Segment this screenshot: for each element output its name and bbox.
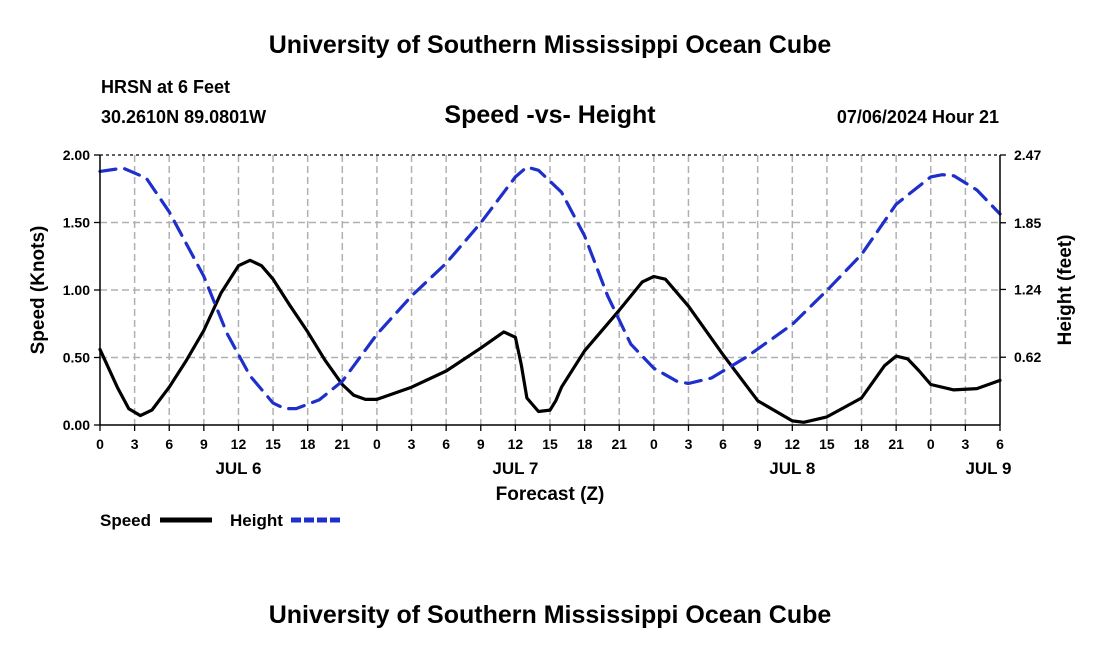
x-tick-label: 12 <box>231 436 247 452</box>
x-tick-label: 18 <box>854 436 870 452</box>
x-tick-label: 18 <box>300 436 316 452</box>
axes <box>94 154 1006 431</box>
x-tick-label: 6 <box>996 436 1004 452</box>
x-tick-label: 0 <box>373 436 381 452</box>
y-right-tick-label: 1.24 <box>1014 281 1041 297</box>
x-tick-label: 9 <box>477 436 485 452</box>
y-right-tick-label: 2.47 <box>1014 147 1041 163</box>
x-tick-label: 6 <box>719 436 727 452</box>
station-coordinates: 30.2610N 89.0801W <box>101 107 267 127</box>
x-tick-label: 3 <box>131 436 139 452</box>
legend-label-height: Height <box>230 511 283 530</box>
station-label: HRSN at 6 Feet <box>101 77 231 97</box>
series-line-speed <box>98 258 1002 424</box>
x-tick-label: 12 <box>785 436 801 452</box>
x-tick-label: 21 <box>335 436 351 452</box>
series-layer <box>98 165 1002 424</box>
forecast-datetime: 07/06/2024 Hour 21 <box>836 107 999 127</box>
x-day-label: JUL 6 <box>215 459 261 478</box>
y-axis-left-title: Speed (Knots) <box>28 226 49 355</box>
x-day-label: JUL 8 <box>769 459 815 478</box>
x-tick-label: 21 <box>611 436 627 452</box>
x-tick-label: 3 <box>961 436 969 452</box>
y-right-tick-label: 1.85 <box>1014 215 1041 231</box>
x-day-label: JUL 7 <box>492 459 538 478</box>
x-axis-title: Forecast (Z) <box>496 484 605 505</box>
x-tick-label: 0 <box>650 436 658 452</box>
x-day-label: JUL 9 <box>965 459 1011 478</box>
x-tick-label: 18 <box>577 436 593 452</box>
x-tick-label: 15 <box>542 436 558 452</box>
y-left-tick-label: 0.50 <box>63 350 90 366</box>
x-tick-label: 21 <box>888 436 904 452</box>
main-title: University of Southern Mississippi Ocean… <box>268 31 832 59</box>
x-tick-label: 12 <box>508 436 524 452</box>
y-right-tick-label: 0.62 <box>1014 349 1041 365</box>
grid <box>100 154 1000 425</box>
y-left-tick-label: 1.50 <box>63 215 90 231</box>
tick-labels: 0 3 6 9 12 15 18 21 0 3 6 9 12 15 18 21 0 3 6 9 12 15 18 21 0 3 6 J… <box>63 147 1042 478</box>
x-tick-label: 0 <box>927 436 935 452</box>
x-tick-label: 15 <box>819 436 835 452</box>
x-tick-label: 3 <box>408 436 416 452</box>
y-left-tick-label: 2.00 <box>63 147 90 163</box>
series-line-height <box>98 165 1002 411</box>
x-tick-label: 6 <box>442 436 450 452</box>
legend: Speed Height <box>100 511 343 530</box>
x-tick-label: 6 <box>165 436 173 452</box>
footer-title: University of Southern Mississippi Ocean… <box>268 601 832 629</box>
x-tick-label: 0 <box>96 436 104 452</box>
y-left-tick-label: 0.00 <box>63 417 90 433</box>
chart-title: Speed -vs- Height <box>444 101 656 129</box>
x-tick-label: 3 <box>685 436 693 452</box>
y-axis-right-title: Height (feet) <box>1055 235 1076 346</box>
x-tick-label: 9 <box>754 436 762 452</box>
y-left-tick-label: 1.00 <box>63 282 90 298</box>
legend-label-speed: Speed <box>100 511 151 530</box>
x-tick-label: 9 <box>200 436 208 452</box>
x-tick-label: 15 <box>265 436 281 452</box>
